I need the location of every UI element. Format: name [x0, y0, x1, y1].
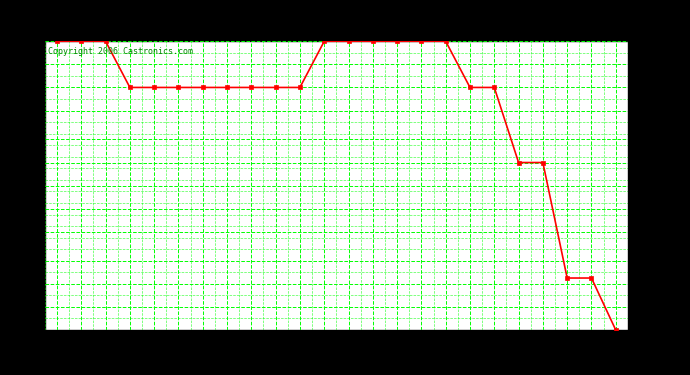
Text: Copyright 2006 Castronics.com: Copyright 2006 Castronics.com: [48, 47, 193, 56]
Text: Outdoor Temperature (vs) Heat Index (Last 24 Hours) 20061223: Outdoor Temperature (vs) Heat Index (Las…: [94, 13, 596, 27]
